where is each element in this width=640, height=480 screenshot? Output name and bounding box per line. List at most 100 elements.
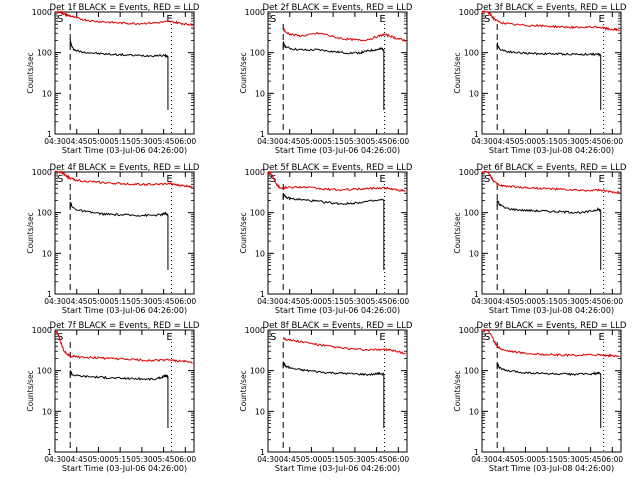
y-tick-label: 1000 — [459, 326, 479, 335]
y-tick-label: 100 — [37, 367, 52, 376]
x-tick-label: 06:00 — [175, 137, 197, 146]
plot-frame — [267, 329, 408, 453]
start-marker: S — [270, 332, 276, 343]
x-tick-label: 05:00 — [301, 455, 323, 464]
end-marker: E — [379, 332, 385, 343]
lld-series-line — [481, 10, 620, 32]
plot-frame — [481, 11, 622, 135]
end-marker: E — [598, 332, 604, 343]
chart-panel-3: Det 3f BLACK = Events, RED = LLD 1 10 100 10… — [453, 3, 627, 155]
x-tick-label: 04:45 — [493, 137, 515, 146]
lld-series-line — [481, 170, 620, 195]
x-tick-label: 05:00 — [88, 297, 110, 306]
y-tick-label: 1000 — [32, 8, 52, 17]
x-tick-label: 04:30 — [257, 297, 279, 306]
lld-series-line — [282, 26, 407, 43]
y-tick-label: 1 — [474, 130, 479, 139]
start-marker: S — [57, 14, 63, 25]
y-tick-label: 1000 — [245, 168, 265, 177]
x-tick-label: 05:30 — [344, 455, 366, 464]
x-tick-label: 05:45 — [580, 137, 602, 146]
x-tick-label: 05:30 — [344, 137, 366, 146]
x-tick-label: 05:00 — [88, 137, 110, 146]
y-tick-label: 1 — [47, 448, 52, 457]
x-tick-label: 05:45 — [153, 297, 175, 306]
x-axis-label: Start Time (03-Jul-06 04:26:00) — [275, 146, 400, 155]
x-tick-label: 05:00 — [301, 297, 323, 306]
plot-frame — [267, 171, 408, 295]
x-axis-label: Start Time (03-Jul-06 04:26:00) — [275, 464, 400, 473]
x-tick-label: 05:30 — [131, 297, 153, 306]
x-axis-label: Start Time (03-Jul-08 04:26:00) — [489, 306, 614, 315]
events-series-line — [282, 193, 385, 205]
x-tick-label: 05:30 — [558, 137, 580, 146]
chart-panel-1: Det 1f BLACK = Events, RED = LLD 1 10 100 10… — [26, 3, 200, 155]
x-tick-label: 05:30 — [344, 297, 366, 306]
lld-series-line — [54, 9, 194, 27]
x-tick-label: 04:30 — [471, 137, 493, 146]
y-tick-label: 1000 — [245, 326, 265, 335]
start-marker: S — [484, 332, 490, 343]
y-tick-label: 1000 — [459, 168, 479, 177]
end-marker: E — [598, 174, 604, 185]
y-tick-label: 100 — [250, 49, 265, 58]
y-axis-label: Counts/sec — [26, 212, 35, 253]
start-marker: S — [57, 332, 63, 343]
y-tick-label: 1000 — [245, 8, 265, 17]
y-tick-label: 1000 — [32, 168, 52, 177]
end-marker: E — [379, 174, 385, 185]
x-axis-label: Start Time (03-Jul-06 04:26:00) — [275, 306, 400, 315]
x-tick-label: 05:15 — [536, 455, 558, 464]
x-tick-label: 05:15 — [109, 297, 131, 306]
x-tick-label: 04:30 — [257, 137, 279, 146]
lld-series-line — [282, 336, 406, 355]
y-axis-label: Counts/sec — [239, 52, 248, 93]
y-axis-label: Counts/sec — [453, 212, 462, 253]
x-tick-label: 04:45 — [66, 455, 88, 464]
x-tick-label: 05:45 — [580, 297, 602, 306]
y-axis-label: Counts/sec — [26, 370, 35, 411]
x-tick-label: 05:00 — [88, 455, 110, 464]
plot-frame — [481, 329, 622, 453]
y-tick-label: 10 — [469, 89, 479, 98]
x-tick-label: 06:00 — [388, 455, 410, 464]
chart-title: Det 7f BLACK = Events, RED = LLD — [50, 321, 200, 331]
x-tick-label: 04:45 — [279, 137, 301, 146]
events-series-line — [496, 362, 602, 377]
x-tick-label: 04:30 — [471, 297, 493, 306]
events-series-line — [496, 42, 602, 58]
y-tick-label: 1 — [474, 290, 479, 299]
x-tick-label: 05:45 — [366, 297, 388, 306]
plot-frame — [54, 171, 195, 295]
x-tick-label: 05:00 — [515, 297, 537, 306]
chart-panel-2: Det 2f BLACK = Events, RED = LLD 1 10 100 10… — [239, 3, 413, 155]
start-marker: S — [57, 174, 63, 185]
y-tick-label: 1 — [260, 290, 265, 299]
x-tick-label: 04:45 — [279, 455, 301, 464]
y-tick-label: 10 — [255, 249, 265, 258]
x-tick-label: 06:00 — [388, 297, 410, 306]
end-marker: E — [379, 14, 385, 25]
lld-series-line — [481, 328, 620, 358]
x-tick-label: 05:15 — [536, 297, 558, 306]
y-tick-label: 1 — [474, 448, 479, 457]
lld-series-line — [267, 170, 406, 192]
x-tick-label: 05:30 — [131, 455, 153, 464]
chart-title: Det 2f BLACK = Events, RED = LLD — [263, 3, 413, 13]
x-axis-label: Start Time (03-Jul-06 04:26:00) — [62, 306, 187, 315]
end-marker: E — [166, 14, 172, 25]
end-marker: E — [598, 14, 604, 25]
y-tick-label: 100 — [464, 209, 479, 218]
x-tick-label: 04:45 — [66, 297, 88, 306]
x-tick-label: 06:00 — [602, 297, 624, 306]
x-tick-label: 05:15 — [322, 455, 344, 464]
y-tick-label: 10 — [42, 407, 52, 416]
y-tick-label: 1 — [260, 448, 265, 457]
x-axis-label: Start Time (03-Jul-06 04:26:00) — [62, 464, 187, 473]
chart-panel-9: Det 9f BLACK = Events, RED = LLD 1 10 100 10… — [453, 321, 627, 473]
x-tick-label: 06:00 — [602, 137, 624, 146]
y-axis-label: Counts/sec — [239, 370, 248, 411]
x-tick-label: 06:00 — [175, 297, 197, 306]
y-tick-label: 10 — [469, 407, 479, 416]
